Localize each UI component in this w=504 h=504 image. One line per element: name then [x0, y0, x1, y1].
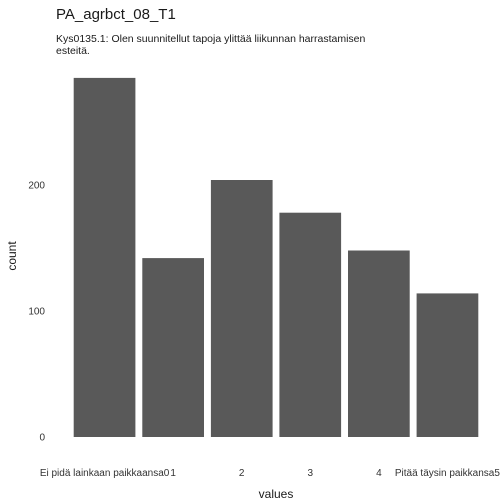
bar-3	[279, 212, 342, 437]
y-tick-label-2: 200	[28, 181, 45, 192]
x-axis-title: values	[259, 487, 294, 501]
y-tick-label-0: 0	[39, 433, 45, 444]
chart-subtitle-line-2: esteitä.	[56, 45, 90, 57]
x-tick-label-3: 3	[308, 468, 314, 479]
chart-subtitle-line-1: Kys0135.1: Olen suunnitellut tapoja ylit…	[56, 33, 366, 45]
bar-1	[142, 258, 204, 437]
x-tick-label-2: 2	[239, 468, 245, 479]
x-tick-label-4: 4	[376, 468, 382, 479]
y-axis-title: count	[5, 241, 19, 271]
y-tick-label-1: 100	[28, 307, 45, 318]
x-tick-label-1: 1	[170, 468, 176, 479]
bar-4	[348, 250, 410, 437]
bar-0	[73, 77, 136, 438]
bars-group	[73, 77, 479, 438]
bar-2	[210, 180, 273, 437]
x-axis-ticks: Ei pidä lainkaan paikkaansa0 1 2 3 4 Pitää tä…	[40, 468, 501, 479]
y-axis-ticks: 0 100 200	[28, 181, 45, 444]
x-tick-label-5: Pitää täysin paikkansa5	[395, 468, 501, 479]
x-tick-label-0: Ei pidä lainkaan paikkaansa0	[40, 468, 170, 479]
bar-5	[416, 293, 479, 437]
chart-title: PA_agrbct_08_T1	[56, 6, 176, 23]
